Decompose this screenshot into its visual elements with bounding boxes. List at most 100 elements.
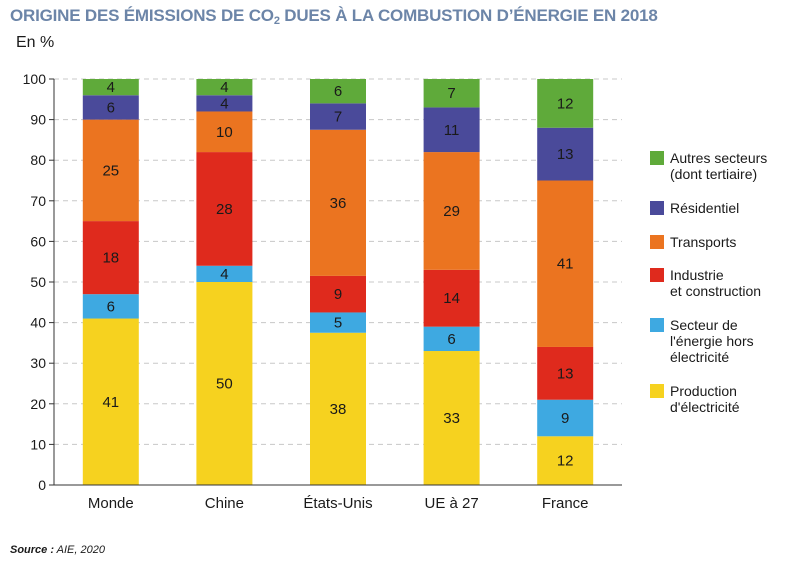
y-tick-label: 80: [30, 152, 46, 168]
y-tick-label: 70: [30, 193, 46, 209]
bar-value-label: 13: [557, 146, 574, 163]
bar-chart: 0 10 20 30 40 50 60 70 80 90 100 41 6 18 25 6 4 50 4 28 10 4…: [23, 71, 622, 512]
bar-value-label: 4: [220, 95, 228, 112]
bar-value-label: 18: [102, 250, 119, 267]
bar-segment: [537, 436, 594, 485]
bar-segment: [537, 79, 594, 128]
bar-value-label: 4: [220, 266, 228, 283]
y-tick-label: 20: [30, 396, 46, 412]
legend-label: Transports: [670, 234, 737, 250]
bar-segment: [310, 332, 366, 485]
bar-value-label: 12: [557, 95, 574, 112]
bar-value-label: 10: [216, 124, 233, 141]
bar-segment: [82, 79, 139, 96]
bar-value-label: 6: [107, 99, 115, 116]
bar-segment: [310, 103, 366, 130]
x-category-label: France: [542, 495, 589, 512]
bar-value-label: 13: [557, 365, 574, 382]
source-label: Source :: [10, 544, 55, 556]
x-category-label: Chine: [205, 495, 244, 512]
legend-swatch: [650, 235, 664, 249]
bar-segment: [423, 351, 480, 485]
bar-segment: [537, 399, 594, 437]
chart-title: ORIGINE DES ÉMISSIONS DE CO2 DUES À LA C…: [10, 6, 658, 27]
bar-value-label: 5: [334, 315, 342, 332]
bar-value-label: 29: [443, 203, 460, 220]
source-note: Source : AIE, 2020: [10, 544, 105, 556]
bar-value-label: 28: [216, 201, 233, 218]
bar-value-label: 50: [216, 376, 233, 393]
bar-segment: [423, 107, 480, 153]
bar-segment: [196, 79, 253, 96]
x-category-label: États-Unis: [303, 495, 372, 512]
legend-label: Autres secteurs (dont tertiaire): [670, 150, 768, 182]
bar-value-label: 12: [557, 453, 574, 470]
y-axis: 0 10 20 30 40 50 60 70 80 90 100: [23, 71, 55, 493]
bar-segment: [423, 326, 480, 352]
bar-segment: [196, 282, 253, 485]
bar-segment: [196, 152, 253, 266]
title-subscript: 2: [273, 15, 280, 27]
bar-segment: [196, 111, 253, 153]
legend-swatch: [650, 384, 664, 398]
title-part1: ORIGINE DES ÉMISSIONS DE CO: [10, 6, 274, 25]
bar-value-label: 25: [102, 162, 119, 179]
bar-segment: [423, 79, 480, 108]
bar-segment: [82, 221, 139, 295]
legend-swatch: [650, 318, 664, 332]
bar-segment: [537, 346, 594, 400]
y-tick-label: 60: [30, 233, 46, 249]
bar-value-label: 7: [334, 109, 342, 126]
bar-value-label: 38: [330, 401, 347, 418]
bar-value-label: 41: [557, 256, 574, 273]
legend-swatch: [650, 268, 664, 282]
bar-segment: [196, 265, 253, 282]
y-tick-label: 10: [30, 436, 46, 452]
legend-label: Production d'électricité: [670, 383, 740, 415]
x-axis: Monde Chine États-Unis UE à 27 France: [54, 484, 622, 512]
y-tick-label: 0: [38, 477, 46, 493]
title-part2: DUES À LA COMBUSTION D’ÉNERGIE EN 2018: [279, 6, 658, 25]
y-tick-label: 100: [23, 71, 47, 87]
legend-label: Résidentiel: [670, 200, 740, 216]
bar-value-label: 36: [330, 195, 347, 212]
bar-segment: [537, 180, 594, 347]
source-text: AIE, 2020: [54, 544, 105, 556]
bar-segment: [82, 318, 139, 485]
legend: Autres secteurs (dont tertiaire) Résident…: [650, 0, 797, 570]
bar-value-label: 14: [443, 290, 460, 307]
x-category-label: Monde: [88, 495, 134, 512]
bar-segment: [82, 95, 139, 120]
bar-value-label: 7: [447, 85, 455, 102]
bar-segment: [310, 312, 366, 333]
bar-segment: [423, 269, 480, 327]
bar-segment: [310, 129, 366, 276]
bar-segment: [310, 275, 366, 313]
bar-segment: [423, 152, 480, 270]
bar-value-label: 4: [220, 79, 228, 96]
bar-value-label: 33: [443, 410, 460, 427]
bar-value-label: 6: [447, 331, 455, 348]
y-tick-label: 40: [30, 315, 46, 331]
y-tick-label: 30: [30, 355, 46, 371]
legend-swatch: [650, 201, 664, 215]
bar-value-label: 6: [107, 298, 115, 315]
bar-value-label: 11: [444, 122, 460, 139]
bar-value-label: 9: [561, 410, 569, 427]
bar-value-label: 41: [102, 394, 119, 411]
legend-swatch: [650, 151, 664, 165]
unit-label: En %: [16, 34, 55, 51]
y-tick-label: 90: [30, 112, 46, 128]
legend-label: Industrie et construction: [670, 267, 762, 299]
bar-value-label: 4: [107, 79, 115, 96]
bar-segment: [196, 95, 253, 112]
legend-label: Secteur de l'énergie hors électricité: [670, 317, 754, 365]
bar-value-label: 9: [334, 286, 342, 303]
bar-segment: [537, 127, 594, 181]
bar-segment: [310, 79, 366, 104]
bar-segment: [82, 294, 139, 319]
y-tick-label: 50: [30, 274, 46, 290]
bar-value-label: 6: [334, 83, 342, 100]
x-category-label: UE à 27: [424, 495, 478, 512]
bar-segment: [82, 119, 139, 222]
